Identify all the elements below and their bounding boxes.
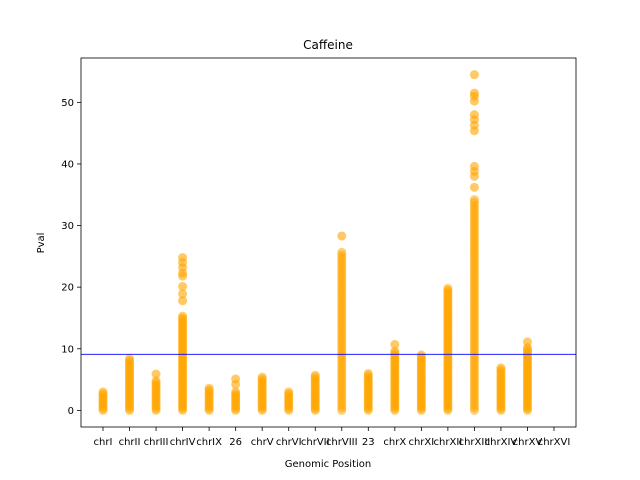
data-point (390, 346, 400, 356)
data-point (151, 376, 161, 386)
x-tick-label: chrXI (408, 437, 434, 448)
data-point (390, 339, 400, 349)
y-axis: 0 10 20 30 40 50 (61, 98, 81, 417)
data-point (469, 182, 479, 192)
y-tick-label: 40 (61, 159, 74, 170)
data-point (469, 70, 479, 80)
x-tick-label: chrI (94, 437, 113, 448)
x-tick-label: chrVII (301, 437, 330, 448)
data-point (363, 368, 373, 378)
data-point (231, 374, 241, 384)
data-point (178, 253, 188, 263)
data-point (204, 383, 214, 393)
data-point (125, 354, 135, 364)
x-tick-label: chrVIII (326, 437, 358, 448)
data-point (443, 283, 453, 293)
y-tick-label: 50 (61, 98, 74, 109)
data-point (178, 289, 188, 299)
y-tick-label: 0 (68, 406, 74, 417)
x-tick-label: chrIV (170, 437, 196, 448)
y-tick-label: 20 (61, 283, 74, 294)
y-tick-label: 10 (61, 344, 74, 355)
data-point (151, 369, 161, 379)
data-point (98, 387, 108, 397)
points-layer (98, 70, 532, 415)
data-point (178, 296, 188, 306)
data-point (469, 88, 479, 98)
x-axis-label: Genomic Position (285, 459, 372, 470)
y-tick-label: 30 (61, 221, 74, 232)
x-tick-label: 26 (229, 437, 242, 448)
y-axis-label: Pval (36, 233, 47, 254)
data-point (416, 350, 426, 360)
data-point (469, 161, 479, 171)
data-point (257, 372, 267, 382)
x-tick-label: chrX (383, 437, 406, 448)
data-point (469, 110, 479, 120)
data-point (284, 387, 294, 397)
x-tick-label: chrV (251, 437, 274, 448)
plot-frame (80, 57, 577, 428)
x-tick-label: chrXVI (538, 437, 571, 448)
data-point (178, 282, 188, 292)
data-point (231, 387, 241, 397)
x-axis: chrI chrII chrIII chrIV chrIX 26 chrV chrVI chrV… (94, 427, 571, 448)
x-tick-label: 23 (362, 437, 375, 448)
data-point (469, 195, 479, 205)
x-tick-label: chrII (119, 437, 141, 448)
data-point (310, 370, 320, 380)
x-tick-label: chrVI (276, 437, 302, 448)
data-point (496, 363, 506, 373)
data-point (522, 337, 532, 347)
x-tick-label: chrXIII (459, 437, 491, 448)
x-tick-label: chrIII (144, 437, 169, 448)
x-tick-label: chrXII (434, 437, 463, 448)
x-tick-label: chrIX (196, 437, 222, 448)
chart-title: Caffeine (303, 38, 353, 52)
data-point (337, 231, 347, 241)
data-point (337, 247, 347, 257)
data-point (178, 311, 188, 321)
x-tick-label: chrXV (513, 437, 543, 448)
x-tick-label: chrXIV (485, 437, 518, 448)
